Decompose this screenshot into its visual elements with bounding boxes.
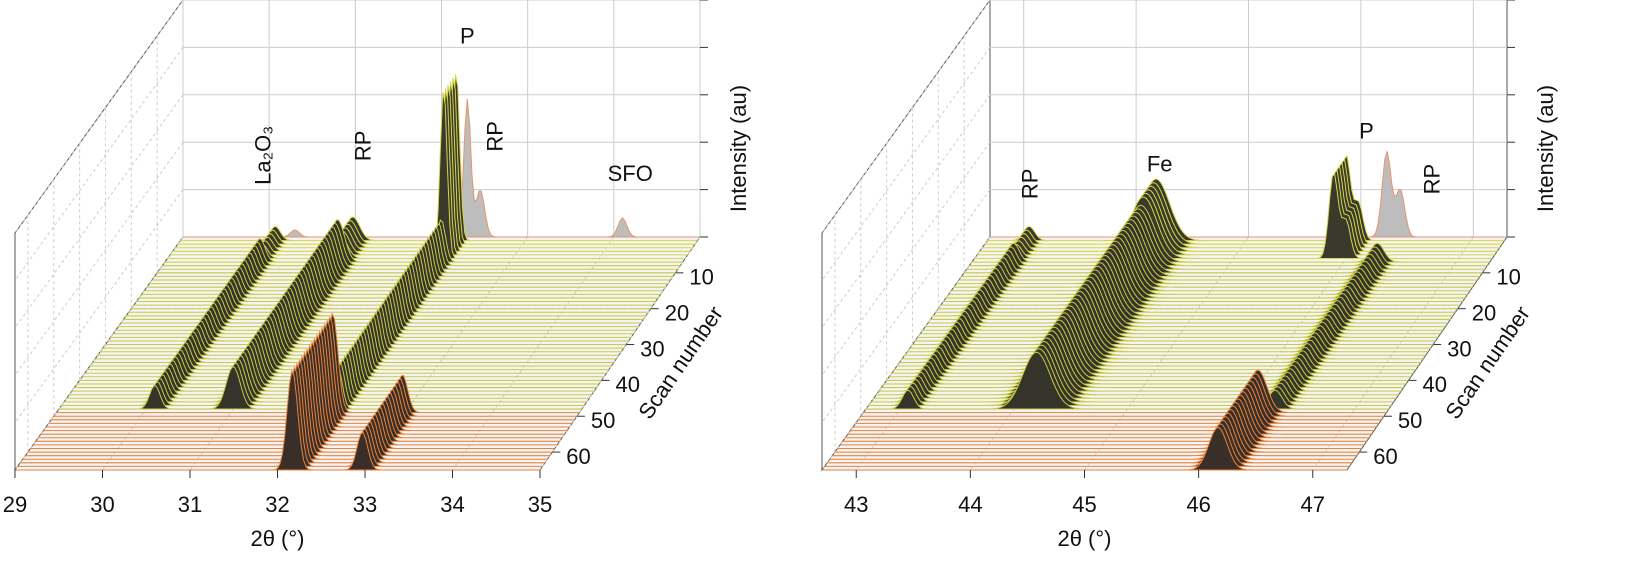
x-tick-label: 35 xyxy=(528,492,552,517)
x-axis-label: 2θ (°) xyxy=(250,526,304,551)
y-tick-label: 30 xyxy=(640,336,664,361)
scan-trace xyxy=(924,269,1446,328)
scan-trace xyxy=(916,279,1440,338)
x-tick-label: 32 xyxy=(265,492,289,517)
scan-trace xyxy=(944,240,1467,299)
scan-trace xyxy=(990,151,1507,238)
y-tick-label: 60 xyxy=(566,444,590,469)
scan-trace xyxy=(975,169,1496,256)
scan-trace xyxy=(906,294,1429,353)
scan-trace xyxy=(968,208,1489,267)
scan-trace xyxy=(978,165,1499,252)
scan-trace xyxy=(960,219,1481,277)
scan-trace xyxy=(947,236,1469,295)
scan-trace xyxy=(918,276,1441,335)
y-tick-label: 10 xyxy=(1496,265,1520,290)
y-tick-label: 50 xyxy=(591,408,615,433)
y-tick-label: 60 xyxy=(1373,444,1397,469)
x-tick-label: 33 xyxy=(353,492,377,517)
x-axis-label: 2θ (°) xyxy=(1057,526,1111,551)
scan-trace xyxy=(962,215,1484,274)
peak-label: P xyxy=(460,24,475,49)
scan-trace xyxy=(926,265,1449,324)
scan-trace xyxy=(965,211,1487,270)
scan-trace xyxy=(986,154,1505,242)
scan-trace xyxy=(903,297,1426,356)
scan-trace xyxy=(957,222,1478,281)
peak-label: RP xyxy=(1017,169,1042,200)
x-tick-label: 46 xyxy=(1186,492,1210,517)
x-tick-label: 34 xyxy=(440,492,464,517)
x-tick-label: 44 xyxy=(958,492,982,517)
grid-line xyxy=(452,236,615,471)
scan-trace xyxy=(882,326,1408,385)
x-tick-label: 31 xyxy=(178,492,202,517)
z-axis-label: Intensity (au) xyxy=(726,85,751,212)
scan-trace xyxy=(922,272,1443,331)
x-tick-label: 43 xyxy=(844,492,868,517)
scan-trace xyxy=(983,158,1504,245)
grid-line xyxy=(1312,236,1474,471)
scan-trace xyxy=(956,226,1475,285)
peak-label: Fe xyxy=(1147,152,1173,177)
y-tick-label: 40 xyxy=(616,372,640,397)
scan-trace xyxy=(970,204,1490,263)
scan-trace xyxy=(889,319,1411,378)
x-tick-label: 29 xyxy=(3,492,27,517)
scan-trace xyxy=(869,344,1394,403)
peak-label: RP xyxy=(351,131,376,162)
scan-trace xyxy=(893,312,1417,371)
scan-trace xyxy=(898,305,1423,363)
scan-trace xyxy=(895,308,1420,367)
y-tick-label: 30 xyxy=(1447,336,1471,361)
x-tick-label: 45 xyxy=(1072,492,1096,517)
scan-trace xyxy=(900,301,1425,360)
scan-trace xyxy=(937,251,1458,310)
scan-trace xyxy=(913,283,1437,342)
z-axis-label: Intensity (au) xyxy=(1533,85,1558,212)
scan-trace xyxy=(875,337,1400,396)
scan-trace xyxy=(864,351,1391,410)
peak-label: P xyxy=(1359,119,1374,144)
x-tick-label: 47 xyxy=(1301,492,1325,517)
peak-label: La₂O₃ xyxy=(251,126,276,185)
y-tick-label: 50 xyxy=(1398,408,1422,433)
peak-label: RP xyxy=(1420,164,1445,195)
scan-trace xyxy=(908,290,1432,349)
scan-trace xyxy=(872,340,1397,399)
scan-trace xyxy=(885,323,1409,381)
scan-trace xyxy=(877,333,1403,392)
scan-trace xyxy=(934,254,1457,313)
scan-trace xyxy=(942,244,1464,303)
scan-trace xyxy=(952,229,1473,288)
scan-trace xyxy=(867,348,1393,406)
scan-trace xyxy=(980,161,1501,249)
peak-label: SFO xyxy=(608,161,653,186)
scan-trace xyxy=(911,287,1435,346)
y-tick-label: 20 xyxy=(665,301,689,326)
scan-trace xyxy=(973,172,1493,260)
scan-trace xyxy=(939,247,1461,306)
y-tick-label: 40 xyxy=(1423,372,1447,397)
grid-line xyxy=(539,236,701,471)
scan-trace xyxy=(949,233,1472,292)
peak-label: RP xyxy=(482,121,507,152)
scan-trace xyxy=(890,315,1414,374)
y-tick-label: 10 xyxy=(689,265,713,290)
scan-trace xyxy=(931,258,1455,317)
scan-trace xyxy=(929,262,1452,320)
x-tick-label: 30 xyxy=(90,492,114,517)
y-tick-label: 20 xyxy=(1472,301,1496,326)
scan-trace xyxy=(880,330,1405,389)
scan-trace xyxy=(822,426,1347,471)
